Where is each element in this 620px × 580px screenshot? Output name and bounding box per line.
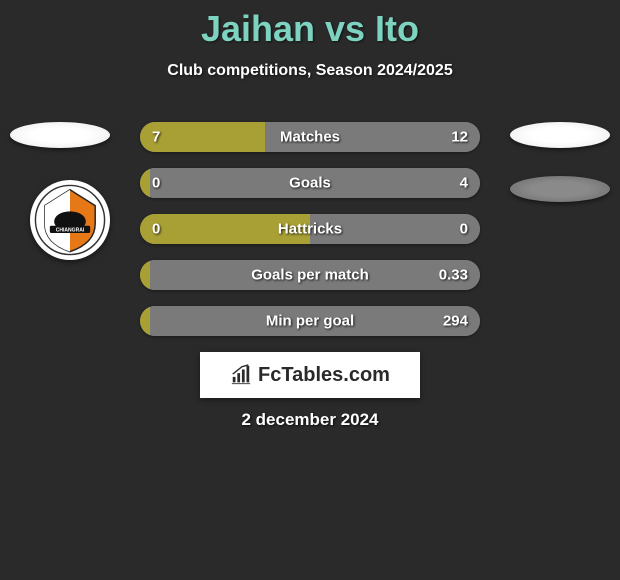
bar-left [140,306,150,336]
stat-row: 0 4 Goals [140,168,480,198]
stat-row: 0.33 Goals per match [140,260,480,290]
stat-row: 7 12 Matches [140,122,480,152]
svg-text:CHIANGRAI: CHIANGRAI [56,228,85,234]
brand-logo: FcTables.com [200,352,420,398]
club-logo-left: CHIANGRAI [30,180,110,260]
stat-label: Goals [289,175,331,192]
stat-label: Hattricks [278,221,342,238]
stat-value-right: 0.33 [439,267,468,284]
stat-label: Goals per match [251,267,369,284]
player-marker-left [10,122,110,148]
bar-left [140,168,150,198]
bar-left [140,260,150,290]
stat-row: 294 Min per goal [140,306,480,336]
stat-label: Min per goal [266,313,354,330]
page-title: Jaihan vs Ito [0,0,620,50]
stat-label: Matches [280,129,340,146]
stats-comparison-chart: 7 12 Matches 0 4 Goals 0 0 Hattricks 0.33 Goals pe… [140,122,480,352]
page-subtitle: Club competitions, Season 2024/2025 [0,62,620,80]
club-marker-right [510,176,610,202]
brand-label: FcTables.com [258,364,390,387]
stat-row: 0 0 Hattricks [140,214,480,244]
shield-icon: CHIANGRAI [34,184,106,256]
stat-value-right: 4 [460,175,468,192]
stat-value-left: 0 [152,175,160,192]
stat-value-left: 0 [152,221,160,238]
bar-chart-icon [230,364,252,386]
player-marker-right [510,122,610,148]
stat-value-right: 12 [451,129,468,146]
date-label: 2 december 2024 [0,410,620,430]
stat-value-right: 0 [460,221,468,238]
stat-value-right: 294 [443,313,468,330]
stat-value-left: 7 [152,129,160,146]
